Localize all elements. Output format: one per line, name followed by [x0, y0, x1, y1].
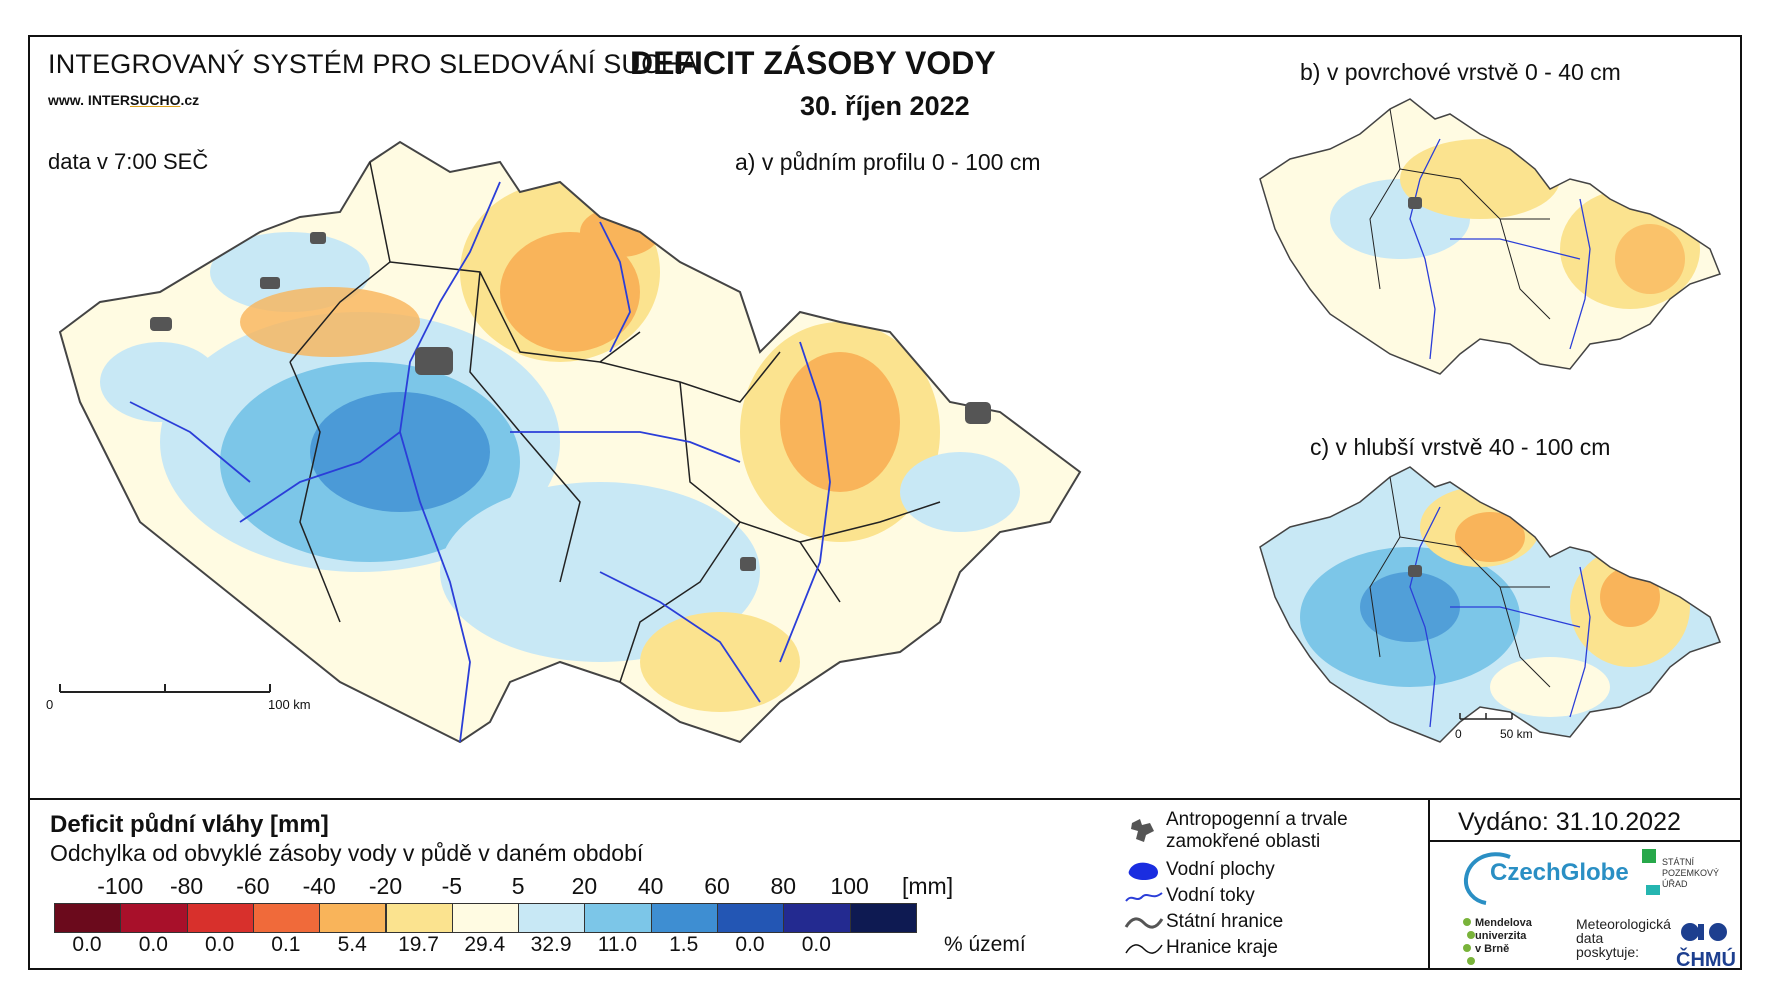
- legend-percentage: 32.9: [530, 933, 572, 956]
- meteo-data-text: Meteorologická data poskytuje:: [1576, 917, 1671, 959]
- spu-logo: STÁTNÍ POZEMKOVÝ ÚŘAD: [1662, 857, 1719, 890]
- legend-swatch: [849, 903, 917, 933]
- meteo-line3: poskytuje:: [1576, 944, 1640, 960]
- footer-separator: [1428, 798, 1430, 970]
- chmu-logo: ČHMÚ: [1676, 949, 1736, 971]
- issued-date: Vydáno: 31.10.2022: [1458, 808, 1681, 836]
- issued-separator: [1428, 840, 1740, 842]
- scale-bar-main: [59, 684, 271, 693]
- spu-line1: STÁTNÍ: [1662, 857, 1695, 867]
- legend-percentage: 0.0: [735, 933, 765, 956]
- mendel-line1: Mendelova: [1475, 917, 1532, 929]
- meteo-line1: Meteorologická: [1576, 916, 1671, 932]
- symbol-rivers: Vodní toky: [1166, 885, 1255, 906]
- mendel-logo-dots: [1463, 918, 1475, 965]
- czechglobe-logo: CzechGlobe: [1490, 859, 1629, 886]
- system-title: INTEGROVANÝ SYSTÉM PRO SLEDOVÁNÍ SUCHA: [48, 49, 699, 79]
- legend-swatch: [385, 903, 453, 933]
- legend-percentage: 19.7: [398, 933, 439, 956]
- symbol-anthropogenic-line2: zamokřené oblasti: [1166, 831, 1321, 852]
- legend-swatch: [451, 903, 520, 933]
- region-border-icon: [1125, 944, 1163, 954]
- url-prefix: www. INTER: [48, 92, 130, 108]
- scale-small-end: 50 km: [1500, 727, 1533, 741]
- legend-swatch: [650, 903, 718, 933]
- legend-swatch: [319, 903, 387, 933]
- symbol-water-bodies: Vodní plochy: [1166, 859, 1275, 880]
- legend-percentage: 0.1: [271, 933, 301, 956]
- legend-percentage: 29.4: [464, 933, 506, 956]
- symbol-region-border: Hranice kraje: [1166, 937, 1278, 958]
- legend-percentage: 0.0: [204, 933, 235, 956]
- czechglobe-logo-arc: [1463, 852, 1511, 905]
- scale-main-end: 100 km: [268, 697, 311, 712]
- anthropogenic-area-icon: [1131, 819, 1154, 842]
- scale-main-start: 0: [46, 697, 54, 712]
- mendel-line2: univerzita: [1475, 930, 1527, 942]
- legend-tick-label: -60: [236, 873, 270, 899]
- legend-tick-label: 5: [511, 873, 525, 899]
- legend-tick-label: 20: [571, 873, 598, 899]
- legend-percentage: 1.5: [669, 933, 699, 956]
- map-b-label: b) v povrchové vrstvě 0 - 40 cm: [1300, 59, 1621, 85]
- legend-tick-label: -100: [97, 873, 144, 899]
- symbol-state-border: Státní hranice: [1166, 911, 1284, 932]
- mendel-line3: v Brně: [1475, 943, 1510, 955]
- legend-swatch: [186, 903, 254, 933]
- data-time: data v 7:00 SEČ: [48, 149, 209, 174]
- legend-tick-label: -5: [441, 873, 463, 899]
- legend-separator: [30, 798, 1740, 800]
- legend-tick-label: 40: [637, 873, 664, 899]
- legend-tick-label: -80: [169, 873, 204, 899]
- chmu-logo-mark: [1681, 923, 1727, 941]
- main-title: DEFICIT ZÁSOBY VODY: [630, 45, 996, 81]
- legend-tick-label: -40: [302, 873, 336, 899]
- legend-tick-label: -20: [368, 873, 403, 899]
- scale-small-start: 0: [1455, 727, 1462, 741]
- water-body-icon: [1128, 862, 1158, 880]
- map-a-full-profile: [58, 140, 1082, 744]
- scale-bar-small: [1459, 713, 1513, 720]
- legend-title: Deficit půdní vláhy [mm]: [50, 811, 329, 838]
- symbol-anthropogenic-line1: Antropogenní a trvale: [1166, 809, 1348, 830]
- legend-swatch: [120, 903, 188, 933]
- state-border-icon: [1124, 917, 1164, 929]
- legend-tick-label: 60: [704, 873, 730, 899]
- spu-logo-mark: [1642, 849, 1660, 895]
- legend-swatch: [518, 903, 586, 933]
- legend-swatch: [584, 903, 652, 933]
- river-icon: [1125, 892, 1163, 902]
- spu-line2: POZEMKOVÝ: [1662, 868, 1720, 878]
- map-c-label: c) v hlubší vrstvě 40 - 100 cm: [1310, 434, 1611, 460]
- spu-line3: ÚŘAD: [1662, 879, 1688, 889]
- legend-subtitle: Odchylka od obvyklé zásoby vody v půdě v…: [50, 840, 644, 866]
- percent-unit: % území: [944, 933, 1026, 956]
- mendel-logo: Mendelova univerzita v Brně: [1475, 917, 1532, 956]
- legend-percentage: 0.0: [801, 933, 831, 956]
- legend-percentage: 11.0: [597, 933, 638, 956]
- website-url[interactable]: www. INTERSUCHO.cz: [48, 92, 199, 108]
- map-b-surface-layer: [1259, 98, 1721, 375]
- map-frame: INTEGROVANÝ SYSTÉM PRO SLEDOVÁNÍ SUCHA w…: [28, 35, 1742, 971]
- legend-percentage: 0.0: [138, 933, 168, 956]
- legend-swatch: [252, 903, 321, 933]
- legend-swatch: [783, 903, 851, 933]
- legend-percentage: 0.0: [72, 933, 102, 956]
- main-date: 30. říjen 2022: [800, 91, 970, 121]
- map-c-deep-layer: [1259, 466, 1721, 743]
- legend-unit: [mm]: [902, 873, 954, 899]
- legend-tick-label: 80: [770, 873, 797, 899]
- legend-swatch: [717, 903, 785, 933]
- legend-tick-label: 100: [830, 873, 869, 899]
- url-suffix: .cz: [180, 92, 200, 108]
- map-a-label: a) v půdním profilu 0 - 100 cm: [735, 149, 1041, 175]
- meteo-line2: data: [1576, 930, 1604, 946]
- legend-percentage: 5.4: [337, 933, 367, 956]
- url-highlight: SUCHO: [129, 92, 181, 108]
- legend-swatch: [54, 903, 122, 933]
